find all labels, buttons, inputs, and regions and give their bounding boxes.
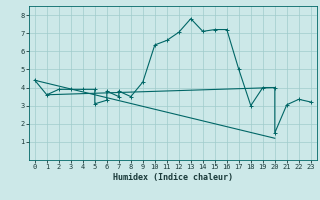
X-axis label: Humidex (Indice chaleur): Humidex (Indice chaleur) bbox=[113, 173, 233, 182]
